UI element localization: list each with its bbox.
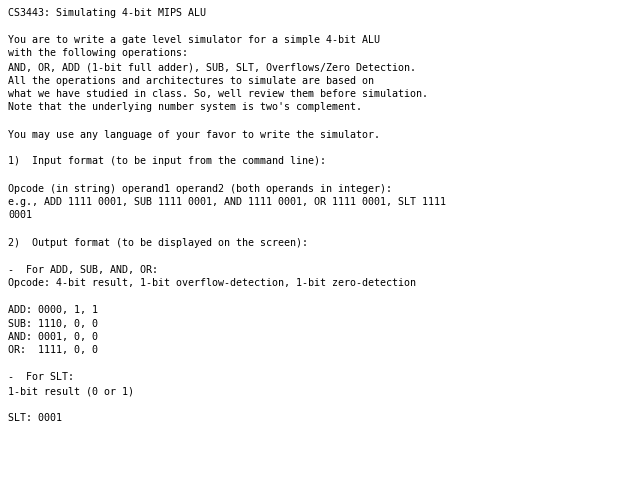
Text: e.g., ADD 1111 0001, SUB 1111 0001, AND 1111 0001, OR 1111 0001, SLT 1111: e.g., ADD 1111 0001, SUB 1111 0001, AND … <box>8 197 446 207</box>
Text: AND: 0001, 0, 0: AND: 0001, 0, 0 <box>8 332 98 342</box>
Text: 0001: 0001 <box>8 211 32 220</box>
Text: ADD: 0000, 1, 1: ADD: 0000, 1, 1 <box>8 305 98 315</box>
Text: -  For ADD, SUB, AND, OR:: - For ADD, SUB, AND, OR: <box>8 265 158 274</box>
Text: AND, OR, ADD (1-bit full adder), SUB, SLT, Overflows/Zero Detection.: AND, OR, ADD (1-bit full adder), SUB, SL… <box>8 62 416 72</box>
Text: Note that the underlying number system is two's complement.: Note that the underlying number system i… <box>8 102 362 113</box>
Text: You are to write a gate level simulator for a simple 4-bit ALU: You are to write a gate level simulator … <box>8 35 380 45</box>
Text: You may use any language of your favor to write the simulator.: You may use any language of your favor t… <box>8 129 380 140</box>
Text: 1)  Input format (to be input from the command line):: 1) Input format (to be input from the co… <box>8 156 326 167</box>
Text: CS3443: Simulating 4-bit MIPS ALU: CS3443: Simulating 4-bit MIPS ALU <box>8 8 206 18</box>
Text: Opcode (in string) operand1 operand2 (both operands in integer):: Opcode (in string) operand1 operand2 (bo… <box>8 183 392 194</box>
Text: what we have studied in class. So, well review them before simulation.: what we have studied in class. So, well … <box>8 89 428 99</box>
Text: with the following operations:: with the following operations: <box>8 49 188 58</box>
Text: OR:  1111, 0, 0: OR: 1111, 0, 0 <box>8 345 98 356</box>
Text: Opcode: 4-bit result, 1-bit overflow-detection, 1-bit zero-detection: Opcode: 4-bit result, 1-bit overflow-det… <box>8 278 416 288</box>
Text: SUB: 1110, 0, 0: SUB: 1110, 0, 0 <box>8 318 98 328</box>
Text: -  For SLT:: - For SLT: <box>8 372 74 383</box>
Text: 1-bit result (0 or 1): 1-bit result (0 or 1) <box>8 386 134 396</box>
Text: All the operations and architectures to simulate are based on: All the operations and architectures to … <box>8 75 374 85</box>
Text: 2)  Output format (to be displayed on the screen):: 2) Output format (to be displayed on the… <box>8 238 308 247</box>
Text: SLT: 0001: SLT: 0001 <box>8 413 62 423</box>
